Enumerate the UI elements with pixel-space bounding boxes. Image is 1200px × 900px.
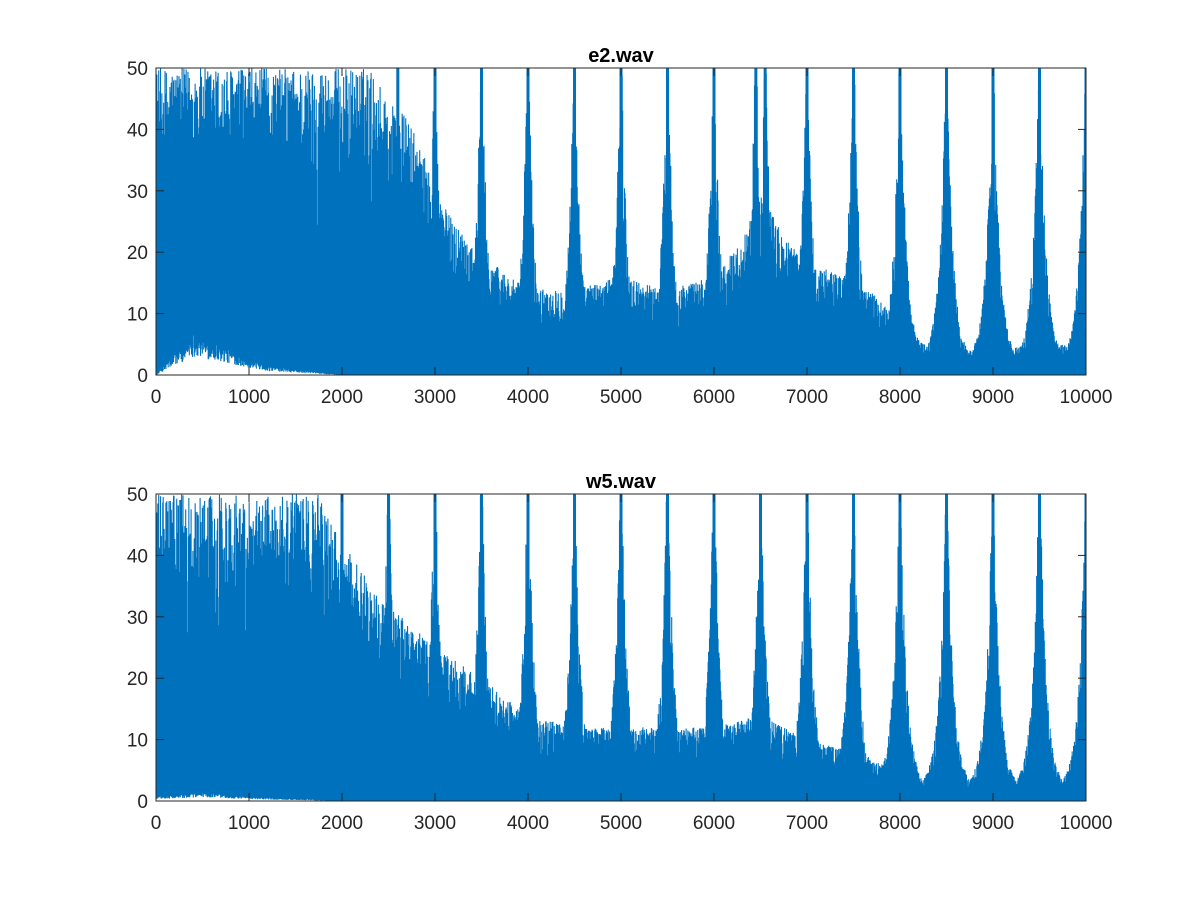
spectrum-series-line <box>156 68 1086 375</box>
x-tick-label: 5000 <box>600 813 642 834</box>
y-tick-label: 30 <box>127 608 148 629</box>
x-tick-label: 6000 <box>693 387 735 408</box>
x-tick-label: 4000 <box>507 813 549 834</box>
x-tick-labels: 0 1000 2000 3000 4000 5000 6000 7000 8000 9000 100… <box>151 813 1113 834</box>
y-tick-labels: 0 10 20 30 40 50 <box>127 485 148 813</box>
subplot-title: e2.wav <box>588 45 654 67</box>
x-tick-label: 7000 <box>786 387 828 408</box>
x-tick-label: 2000 <box>321 813 363 834</box>
y-tick-label: 40 <box>127 546 148 567</box>
x-tick-label: 3000 <box>414 813 456 834</box>
subplot-w5: w5.wav 0 1000 2000 3000 4000 5000 6000 7000 8000… <box>127 471 1113 834</box>
axes-layer <box>155 67 1087 376</box>
y-tick-label: 20 <box>127 243 148 264</box>
x-tick-label: 9000 <box>972 813 1014 834</box>
series-layer <box>156 68 1086 375</box>
y-tick-label: 10 <box>127 305 148 326</box>
x-tick-label: 4000 <box>507 387 549 408</box>
x-tick-label: 0 <box>151 387 162 408</box>
x-tick-label: 8000 <box>879 813 921 834</box>
x-tick-label: 1000 <box>228 387 270 408</box>
subplot-e2: e2.wav 0 1000 2000 3000 4000 5000 6000 7000 8000… <box>127 45 1113 408</box>
x-tick-label: 0 <box>151 813 162 834</box>
y-tick-label: 30 <box>127 182 148 203</box>
x-tick-label: 3000 <box>414 387 456 408</box>
x-tick-labels: 0 1000 2000 3000 4000 5000 6000 7000 8000 9000 100… <box>151 387 1113 408</box>
axes-layer <box>155 493 1087 802</box>
y-tick-label: 50 <box>127 485 148 506</box>
x-tick-label: 6000 <box>693 813 735 834</box>
spectrum-series-line <box>156 494 1086 801</box>
y-tick-labels: 0 10 20 30 40 50 <box>127 59 148 387</box>
x-tick-label: 8000 <box>879 387 921 408</box>
x-tick-label: 7000 <box>786 813 828 834</box>
x-tick-label: 2000 <box>321 387 363 408</box>
y-tick-label: 10 <box>127 731 148 752</box>
y-tick-label: 0 <box>137 792 148 813</box>
y-tick-label: 40 <box>127 120 148 141</box>
subplot-title: w5.wav <box>585 471 657 493</box>
x-tick-label: 5000 <box>600 387 642 408</box>
y-tick-label: 0 <box>137 366 148 387</box>
series-layer <box>156 494 1086 801</box>
x-tick-label: 1000 <box>228 813 270 834</box>
x-tick-label: 10000 <box>1060 387 1113 408</box>
x-tick-label: 9000 <box>972 387 1014 408</box>
y-tick-label: 20 <box>127 669 148 690</box>
x-tick-label: 10000 <box>1060 813 1113 834</box>
y-tick-label: 50 <box>127 59 148 80</box>
